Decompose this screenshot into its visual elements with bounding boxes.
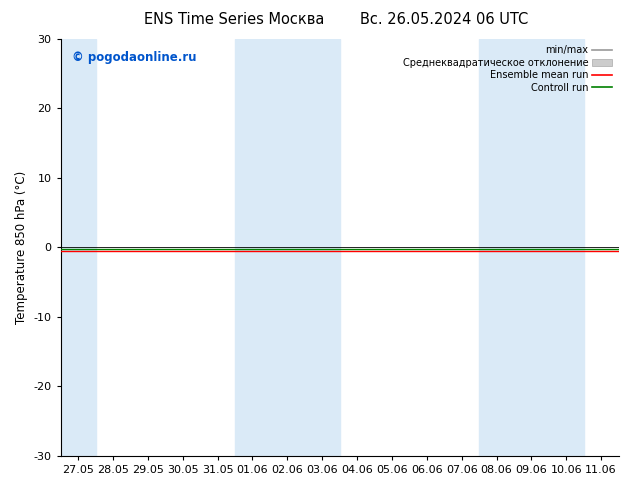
Y-axis label: Temperature 850 hPa (°C): Temperature 850 hPa (°C) [15,171,28,324]
Bar [479,39,584,456]
Legend: min/max, Среднеквадратическое отклонение, Ensemble mean run, Controll run: min/max, Среднеквадратическое отклонение… [401,44,614,95]
Text: Вс. 26.05.2024 06 UTC: Вс. 26.05.2024 06 UTC [359,12,528,27]
Bar [61,39,96,456]
Text: © pogodaonline.ru: © pogodaonline.ru [72,51,197,64]
Bar [235,39,340,456]
Text: ENS Time Series Москва: ENS Time Series Москва [145,12,325,27]
